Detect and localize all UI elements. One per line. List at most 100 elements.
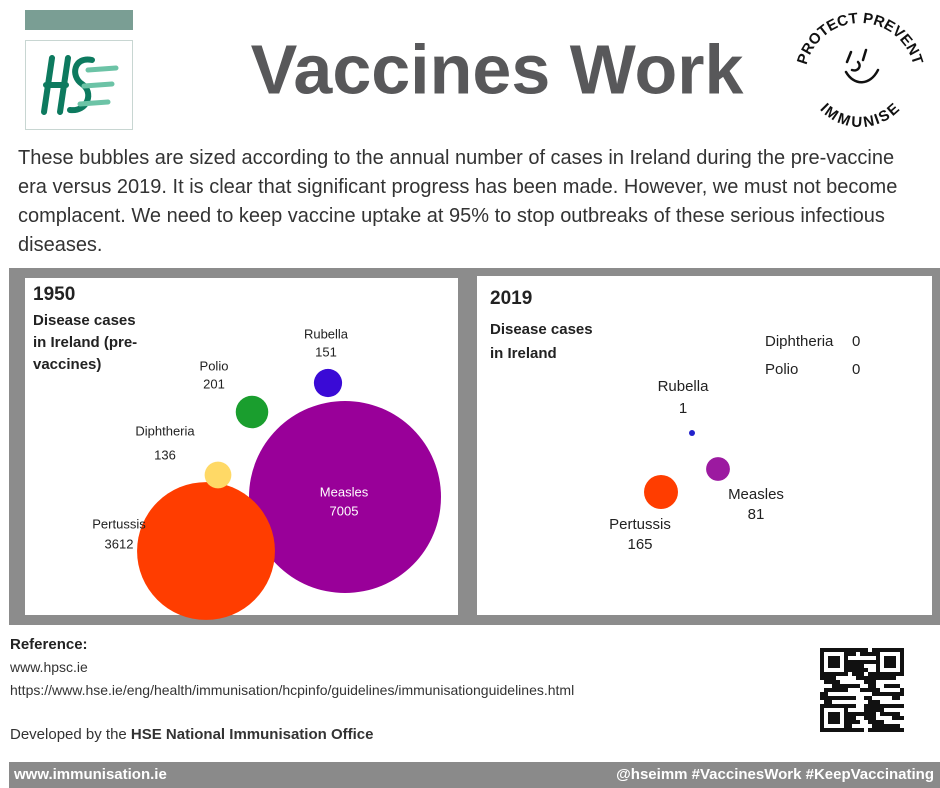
qr-cell: [900, 688, 904, 692]
qr-cell: [900, 692, 904, 696]
qr-cell: [884, 704, 888, 708]
qr-cell: [844, 704, 848, 708]
qr-cell: [844, 684, 848, 688]
qr-cell: [900, 716, 904, 720]
qr-cell: [884, 724, 888, 728]
qr-cell: [872, 648, 876, 652]
qr-cell: [872, 700, 876, 704]
value-label: 0: [852, 361, 860, 378]
qr-cell: [828, 716, 832, 720]
qr-cell: [888, 648, 892, 652]
bubble: [204, 461, 232, 489]
qr-cell: [896, 724, 900, 728]
qr-cell: [820, 728, 824, 732]
qr-cell: [876, 728, 880, 732]
qr-cell: [876, 672, 880, 676]
qr-cell: [828, 656, 832, 660]
qr-cell: [820, 664, 824, 668]
qr-cell: [844, 672, 848, 676]
qr-cell: [896, 692, 900, 696]
qr-cell: [844, 664, 848, 668]
qr-cell: [832, 720, 836, 724]
qr-cell: [888, 660, 892, 664]
qr-cell: [856, 676, 860, 680]
qr-cell: [880, 704, 884, 708]
qr-cell: [876, 720, 880, 724]
qr-cell: [892, 676, 896, 680]
qr-cell: [876, 652, 880, 656]
qr-cell: [828, 700, 832, 704]
chart-subtitle: Disease cases in Ireland (pre-vaccines): [33, 312, 138, 373]
qr-cell: [896, 704, 900, 708]
badge: PROTECT PREVENT IMMUNISE: [794, 10, 926, 132]
qr-cell: [872, 652, 876, 656]
bubble: [313, 368, 343, 398]
qr-cell: [872, 692, 876, 696]
footer-bar: [9, 762, 940, 788]
bubble: [644, 475, 678, 509]
qr-cell: [848, 724, 852, 728]
qr-cell: [836, 712, 840, 716]
bubble-label: Diphtheria: [135, 423, 195, 438]
qr-cell: [820, 652, 824, 656]
title: Vaccines Work: [251, 30, 744, 108]
qr-cell: [820, 696, 824, 700]
qr-cell: [876, 704, 880, 708]
bubble-label: Pertussis: [609, 516, 671, 533]
qr-cell: [888, 712, 892, 716]
qr-cell: [820, 660, 824, 664]
qr-cell: [832, 680, 836, 684]
qr-cell: [848, 660, 852, 664]
qr-cell: [892, 696, 896, 700]
qr-cell: [832, 704, 836, 708]
qr-cell: [844, 712, 848, 716]
qr-cell: [836, 648, 840, 652]
qr-cell: [872, 712, 876, 716]
qr-cell: [896, 716, 900, 720]
badge-top: PROTECT PREVENT: [794, 10, 926, 67]
reference-link[interactable]: www.hpsc.ie: [10, 659, 88, 675]
value-label: 0: [852, 333, 860, 350]
qr-cell: [828, 672, 832, 676]
qr-cell: [840, 728, 844, 732]
qr-cell: [872, 676, 876, 680]
reference-link[interactable]: https://www.hse.ie/eng/health/immunisati…: [10, 682, 575, 698]
qr-cell: [852, 720, 856, 724]
qr-cell: [832, 648, 836, 652]
qr-cell: [832, 664, 836, 668]
qr-cell: [872, 684, 876, 688]
qr-cell: [888, 704, 892, 708]
qr-cell: [888, 724, 892, 728]
qr-cell: [888, 692, 892, 696]
badge-bottom: IMMUNISE: [816, 100, 903, 131]
qr-cell: [864, 680, 868, 684]
qr-cell: [864, 660, 868, 664]
qr-cell: [820, 656, 824, 660]
qr-cell: [892, 704, 896, 708]
qr-cell: [872, 688, 876, 692]
qr-cell: [880, 712, 884, 716]
qr-cell: [864, 708, 868, 712]
qr-cell: [876, 724, 880, 728]
qr-cell: [820, 724, 824, 728]
qr-cell: [868, 712, 872, 716]
qr-cell: [836, 664, 840, 668]
qr-cell: [888, 728, 892, 732]
qr-cell: [852, 716, 856, 720]
qr-cell: [824, 696, 828, 700]
qr-cell: [868, 660, 872, 664]
qr-cell: [876, 700, 880, 704]
qr-cell: [848, 728, 852, 732]
qr-cell: [888, 676, 892, 680]
qr-cell: [872, 716, 876, 720]
qr-cell: [896, 696, 900, 700]
qr-cell: [892, 664, 896, 668]
qr-cell: [892, 672, 896, 676]
qr-cell: [868, 708, 872, 712]
chart-title: 2019: [490, 288, 533, 309]
qr-cell: [828, 696, 832, 700]
qr-cell: [852, 712, 856, 716]
qr-cell: [820, 676, 824, 680]
qr-cell: [896, 648, 900, 652]
qr-cell: [852, 668, 856, 672]
